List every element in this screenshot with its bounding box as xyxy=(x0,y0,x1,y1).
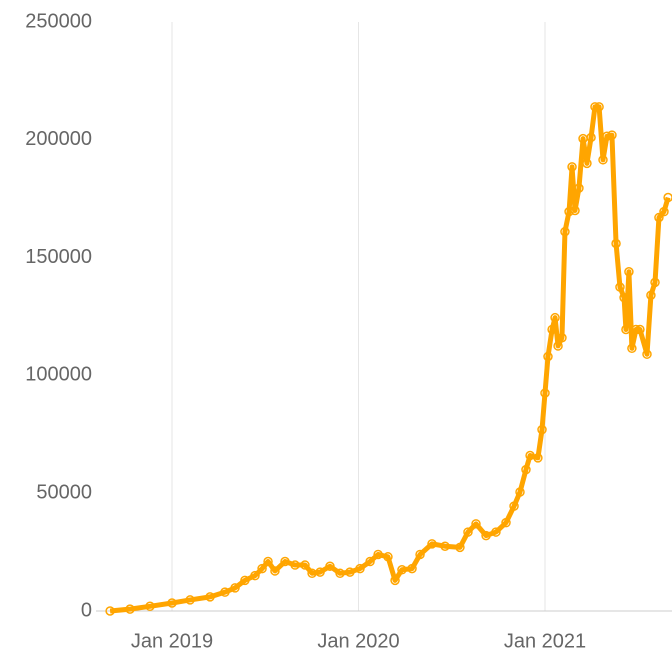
point xyxy=(300,560,310,570)
point xyxy=(397,565,407,575)
x-tick-label: Jan 2021 xyxy=(504,630,586,652)
y-tick-label: 150000 xyxy=(25,246,92,268)
point xyxy=(602,131,612,142)
point xyxy=(270,566,280,576)
point xyxy=(125,604,135,614)
point xyxy=(407,563,417,574)
point xyxy=(315,567,325,577)
line xyxy=(109,104,671,614)
point xyxy=(540,388,550,398)
point xyxy=(607,130,617,140)
point xyxy=(619,292,629,303)
point xyxy=(615,282,625,292)
point xyxy=(547,324,557,335)
point xyxy=(145,601,155,612)
point xyxy=(325,561,335,571)
point xyxy=(650,277,660,288)
point xyxy=(383,552,393,562)
point xyxy=(220,587,230,597)
point xyxy=(373,549,383,560)
point xyxy=(635,324,645,335)
point xyxy=(185,595,195,605)
point xyxy=(646,290,656,301)
point xyxy=(533,453,543,463)
point xyxy=(594,102,604,112)
point xyxy=(257,563,267,574)
point xyxy=(611,238,621,249)
point xyxy=(390,575,400,586)
point xyxy=(560,226,570,237)
y-tick-label: 50000 xyxy=(36,481,92,503)
point xyxy=(537,424,547,435)
point xyxy=(598,155,608,165)
point xyxy=(515,487,525,497)
point xyxy=(570,205,580,216)
x-tick-label: Jan 2019 xyxy=(131,630,213,652)
point xyxy=(624,266,634,277)
point xyxy=(280,556,290,567)
point xyxy=(491,527,501,537)
point xyxy=(290,560,300,570)
y-tick-label: 100000 xyxy=(25,364,92,386)
point xyxy=(631,324,641,335)
point xyxy=(230,583,240,593)
point xyxy=(105,606,115,616)
point xyxy=(501,517,511,528)
point xyxy=(481,530,491,541)
point xyxy=(250,570,260,581)
y-tick-label: 0 xyxy=(81,599,92,621)
point xyxy=(621,324,631,335)
point xyxy=(642,349,652,359)
point xyxy=(471,519,481,529)
point xyxy=(440,541,450,551)
point xyxy=(659,206,669,217)
point xyxy=(586,132,596,143)
point xyxy=(550,312,560,323)
point xyxy=(415,549,425,560)
point xyxy=(564,206,574,217)
point xyxy=(463,527,473,537)
y-tick-label: 250000 xyxy=(25,10,92,32)
point xyxy=(521,464,531,475)
point xyxy=(240,575,250,586)
point xyxy=(263,556,273,567)
point xyxy=(335,568,345,579)
point xyxy=(509,501,519,511)
point xyxy=(582,158,592,169)
x-tick-label: Jan 2020 xyxy=(317,630,399,652)
point xyxy=(205,592,215,602)
point xyxy=(355,563,365,574)
y-tick-label: 200000 xyxy=(25,128,92,150)
point xyxy=(557,332,567,343)
point xyxy=(654,212,664,223)
point xyxy=(590,102,600,112)
point xyxy=(365,556,375,567)
point xyxy=(427,539,437,549)
point xyxy=(543,351,553,362)
point xyxy=(574,183,584,193)
point xyxy=(567,162,577,172)
point xyxy=(627,343,637,354)
point xyxy=(345,567,355,577)
point xyxy=(553,341,563,351)
point xyxy=(663,192,672,203)
point xyxy=(455,542,465,553)
point xyxy=(167,598,177,608)
